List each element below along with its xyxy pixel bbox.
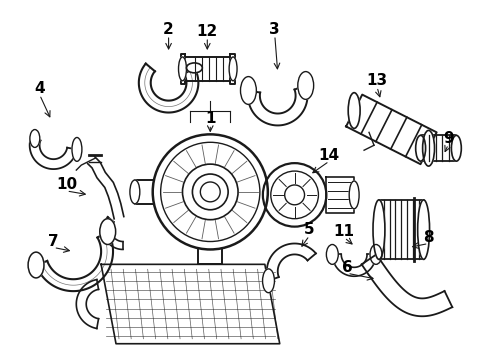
Ellipse shape <box>229 57 237 81</box>
Polygon shape <box>180 54 185 84</box>
Polygon shape <box>76 280 98 328</box>
Text: 4: 4 <box>34 81 45 96</box>
Polygon shape <box>362 255 452 316</box>
Ellipse shape <box>263 269 274 293</box>
Text: 12: 12 <box>196 24 218 39</box>
Circle shape <box>182 164 238 220</box>
Text: 8: 8 <box>423 230 434 245</box>
Circle shape <box>193 174 228 210</box>
Ellipse shape <box>28 252 44 278</box>
Ellipse shape <box>30 130 40 147</box>
Ellipse shape <box>349 181 359 209</box>
Polygon shape <box>101 264 280 344</box>
Ellipse shape <box>298 72 314 99</box>
Ellipse shape <box>370 244 382 264</box>
Text: 9: 9 <box>443 131 454 146</box>
Ellipse shape <box>348 93 360 129</box>
Polygon shape <box>30 137 77 169</box>
Text: 14: 14 <box>319 148 340 163</box>
Text: 1: 1 <box>205 111 216 126</box>
Circle shape <box>200 182 220 202</box>
Polygon shape <box>267 243 316 281</box>
Ellipse shape <box>241 77 256 104</box>
Polygon shape <box>420 135 456 161</box>
Polygon shape <box>326 177 354 213</box>
Polygon shape <box>332 255 376 276</box>
Circle shape <box>161 142 260 242</box>
Polygon shape <box>230 54 235 84</box>
Polygon shape <box>248 85 308 125</box>
Ellipse shape <box>100 219 116 244</box>
Circle shape <box>285 185 305 205</box>
Polygon shape <box>379 200 424 260</box>
Text: 13: 13 <box>367 73 388 88</box>
Ellipse shape <box>326 244 338 264</box>
Polygon shape <box>198 249 222 264</box>
Text: 3: 3 <box>270 22 280 37</box>
Ellipse shape <box>178 57 187 81</box>
Circle shape <box>271 171 318 219</box>
Ellipse shape <box>186 63 202 73</box>
Ellipse shape <box>130 180 140 204</box>
Ellipse shape <box>451 135 461 161</box>
Text: 2: 2 <box>163 22 174 37</box>
Ellipse shape <box>416 135 426 161</box>
Ellipse shape <box>72 138 82 161</box>
Polygon shape <box>103 217 123 249</box>
Text: 5: 5 <box>304 222 315 237</box>
Ellipse shape <box>417 200 430 260</box>
Polygon shape <box>135 180 151 204</box>
Text: 7: 7 <box>48 234 59 249</box>
Polygon shape <box>185 57 230 81</box>
Circle shape <box>153 134 268 249</box>
Text: 10: 10 <box>56 177 77 193</box>
Ellipse shape <box>373 200 385 260</box>
Ellipse shape <box>422 130 435 166</box>
Polygon shape <box>139 64 198 113</box>
Text: 6: 6 <box>342 260 353 275</box>
Polygon shape <box>346 95 437 164</box>
Polygon shape <box>36 231 113 291</box>
Text: 11: 11 <box>334 224 355 239</box>
Circle shape <box>263 163 326 227</box>
